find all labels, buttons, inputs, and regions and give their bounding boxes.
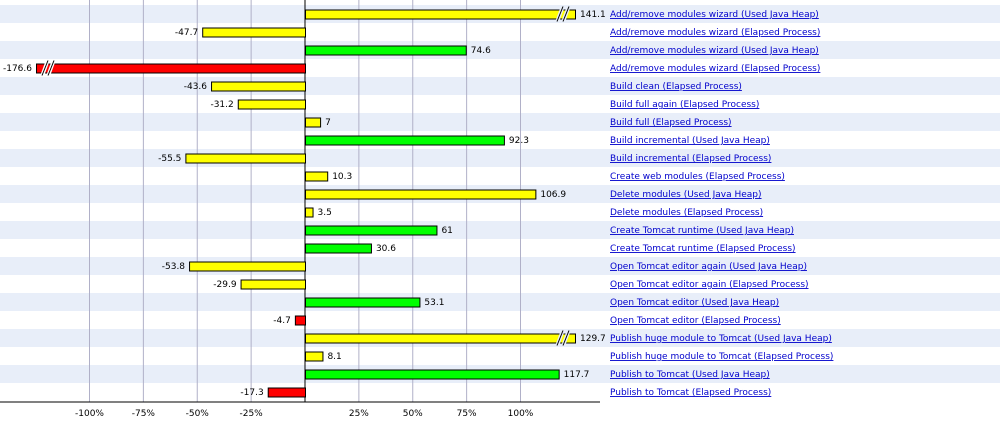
x-tick-label: -100% (75, 409, 104, 419)
data-label: 8.1 (327, 352, 341, 362)
data-label: -43.6 (184, 82, 208, 92)
category-link[interactable]: Publish huge module to Tomcat (Used Java… (610, 334, 832, 344)
category-link[interactable]: Build full (Elapsed Process) (610, 118, 732, 128)
data-label: -176.6 (3, 64, 32, 74)
category-link[interactable]: Publish huge module to Tomcat (Elapsed P… (610, 352, 833, 362)
category-link[interactable]: Add/remove modules wizard (Used Java Hea… (610, 46, 819, 56)
category-link[interactable]: Open Tomcat editor (Used Java Heap) (610, 298, 779, 308)
bar (305, 189, 537, 200)
bar (202, 27, 306, 38)
data-label: 92.3 (509, 136, 529, 146)
bar (267, 387, 307, 398)
category-link[interactable]: Build full again (Elapsed Process) (610, 100, 759, 110)
data-label: -53.8 (162, 262, 186, 272)
category-link[interactable]: Create web modules (Elapsed Process) (610, 172, 785, 182)
category-link[interactable]: Build incremental (Used Java Heap) (610, 136, 770, 146)
x-tick-label: 50% (403, 409, 423, 419)
bar (305, 135, 505, 146)
bar (294, 315, 306, 326)
data-label: -29.9 (213, 280, 237, 290)
x-tick-label: 75% (457, 409, 477, 419)
x-tick-label: -75% (132, 409, 156, 419)
row-band (0, 77, 1000, 95)
bar (305, 351, 324, 362)
break-mark (41, 60, 49, 76)
break-mark (556, 6, 564, 22)
data-label: -47.7 (175, 28, 198, 38)
category-link[interactable]: Create Tomcat runtime (Elapsed Process) (610, 244, 796, 254)
category-link[interactable]: Create Tomcat runtime (Used Java Heap) (610, 226, 794, 236)
break-mark (562, 6, 570, 22)
category-link[interactable]: Add/remove modules wizard (Elapsed Proce… (610, 28, 820, 38)
bar (305, 333, 576, 344)
data-label: 117.7 (564, 370, 590, 380)
bar (305, 9, 576, 20)
category-link[interactable]: Publish to Tomcat (Used Java Heap) (610, 370, 770, 380)
row-band (0, 113, 1000, 131)
bar (305, 171, 329, 182)
category-link[interactable]: Add/remove modules wizard (Used Java Hea… (610, 10, 819, 20)
data-label: -31.2 (210, 100, 233, 110)
category-link[interactable]: Delete modules (Elapsed Process) (610, 208, 763, 218)
bar (240, 279, 307, 290)
bar (305, 369, 560, 380)
x-tick-label: 25% (349, 409, 369, 419)
bar (305, 117, 322, 128)
category-link[interactable]: Open Tomcat editor (Elapsed Process) (610, 316, 781, 326)
data-label: 106.9 (540, 190, 566, 200)
break-mark (556, 330, 564, 346)
data-label: 61 (441, 226, 452, 236)
row-band (0, 257, 1000, 275)
x-tick-label: -50% (186, 409, 210, 419)
break-mark (562, 330, 570, 346)
data-label: 10.3 (332, 172, 352, 182)
bar (185, 153, 307, 164)
x-tick-label: 100% (508, 409, 534, 419)
row-band (0, 41, 1000, 59)
data-label: 30.6 (376, 244, 396, 254)
bar (305, 243, 372, 254)
category-link[interactable]: Open Tomcat editor again (Used Java Heap… (610, 262, 807, 272)
bar (189, 261, 307, 272)
category-link[interactable]: Open Tomcat editor again (Elapsed Proces… (610, 280, 809, 290)
category-link[interactable]: Delete modules (Used Java Heap) (610, 190, 762, 200)
category-link[interactable]: Build incremental (Elapsed Process) (610, 154, 771, 164)
bar (305, 225, 438, 236)
data-label: 3.5 (318, 208, 332, 218)
category-link[interactable]: Build clean (Elapsed Process) (610, 82, 742, 92)
row-band (0, 149, 1000, 167)
bar (211, 81, 307, 92)
category-link[interactable]: Publish to Tomcat (Elapsed Process) (610, 388, 771, 398)
bar (305, 207, 314, 218)
break-mark (47, 60, 55, 76)
bar (305, 297, 421, 308)
data-label: 53.1 (424, 298, 444, 308)
data-label: -4.7 (273, 316, 291, 326)
data-label: -17.3 (240, 388, 263, 398)
bar (305, 45, 467, 56)
bar (36, 63, 306, 74)
row-band (0, 293, 1000, 311)
data-label: 74.6 (471, 46, 491, 56)
data-label: -55.5 (158, 154, 181, 164)
x-tick-label: -25% (239, 409, 263, 419)
data-label: 129.7 (580, 334, 606, 344)
row-band (0, 221, 1000, 239)
category-link[interactable]: Add/remove modules wizard (Elapsed Proce… (610, 64, 820, 74)
data-label: 7 (325, 118, 331, 128)
data-label: 141.1 (580, 10, 606, 20)
bar (237, 99, 307, 110)
